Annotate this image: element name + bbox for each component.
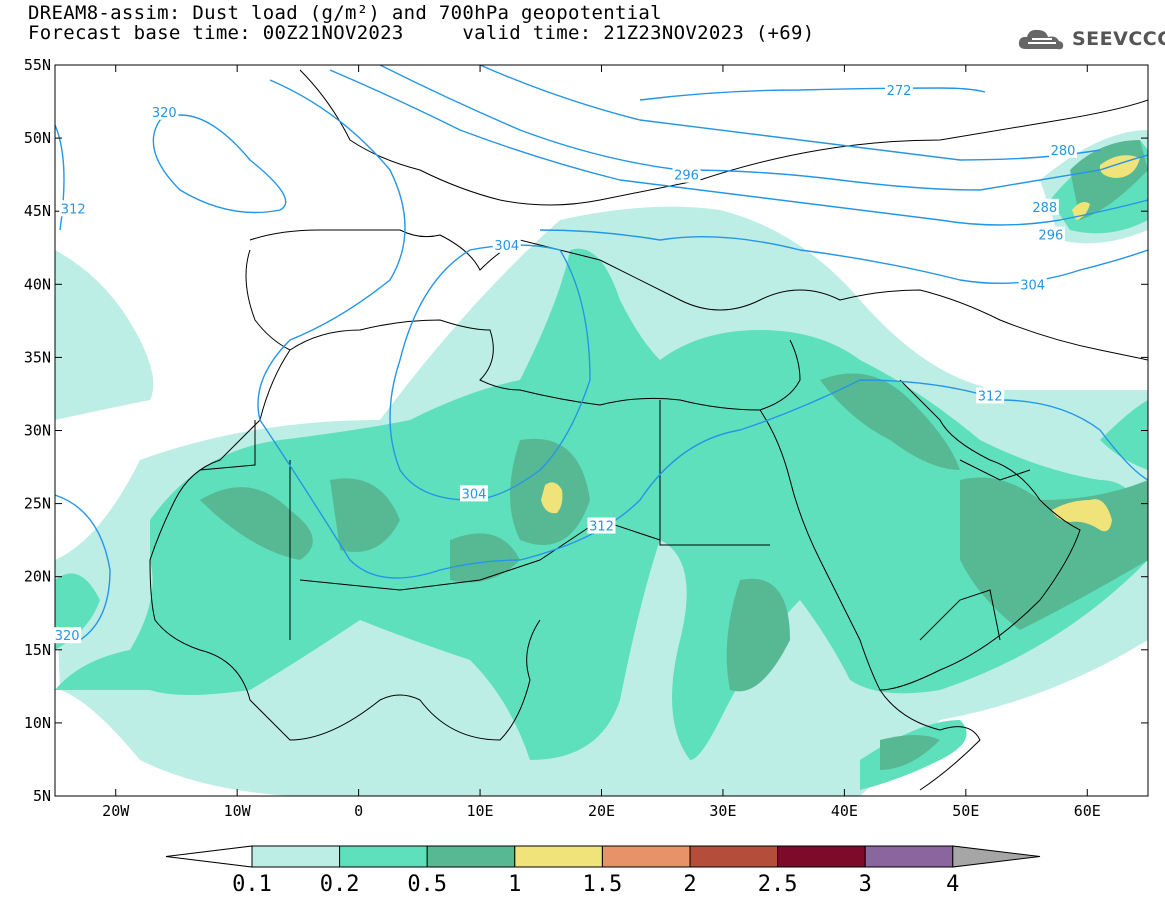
seevccc-logo: SEEVCCC bbox=[1016, 26, 1165, 52]
colorbar-label: 2 bbox=[683, 872, 696, 897]
lat-tick-label: 10N bbox=[24, 714, 51, 732]
lat-tick-label: 20N bbox=[24, 568, 51, 586]
contour-label-background bbox=[672, 166, 701, 183]
colorbar-under-arrow bbox=[165, 845, 253, 868]
colorbar-label: 4 bbox=[946, 872, 959, 897]
lat-tick-label: 25N bbox=[24, 495, 51, 513]
lat-tick-label: 55N bbox=[24, 56, 51, 74]
colorbar-swatch bbox=[689, 845, 779, 868]
colorbar: 0.1 0.2 0.5 1 1.5 2 2.5 3 4 bbox=[165, 845, 1041, 897]
colorbar-swatch bbox=[339, 845, 428, 868]
colorbar-swatch bbox=[251, 845, 341, 868]
lon-tick-label: 20W bbox=[102, 802, 130, 820]
lon-tick-label: 10E bbox=[467, 802, 494, 820]
colorbar-label: 0.5 bbox=[407, 872, 447, 897]
lat-tick-label: 50N bbox=[24, 129, 51, 147]
colorbar-swatch bbox=[514, 845, 603, 868]
lon-tick-label: 10W bbox=[224, 802, 252, 820]
title-line-1: DREAM8-assim: Dust load (g/m²) and 700hP… bbox=[28, 2, 662, 24]
axis-ticks: 55N 50N 45N 40N 35N 30N 25N 20N 15N 10N 5N 20W 10W 0 1… bbox=[24, 56, 1148, 820]
contour-label-background bbox=[459, 485, 488, 502]
contour-label-background bbox=[885, 81, 914, 98]
lat-tick-label: 15N bbox=[24, 641, 51, 659]
contour-label-background bbox=[150, 103, 179, 120]
contour-label-background bbox=[587, 517, 616, 534]
lon-tick-label: 0 bbox=[354, 802, 363, 820]
colorbar-swatch bbox=[777, 845, 866, 868]
contour-label: 280 bbox=[1051, 144, 1076, 159]
lat-tick-label: 5N bbox=[33, 787, 51, 805]
colorbar-label: 1 bbox=[508, 872, 521, 897]
coastlines-and-borders bbox=[149, 69, 1148, 791]
contour-label: 320 bbox=[152, 106, 177, 121]
contour-label: 304 bbox=[1020, 278, 1045, 293]
cloud-icon bbox=[1018, 29, 1064, 50]
contour-label: 304 bbox=[494, 239, 519, 254]
contour-label-background bbox=[1030, 198, 1059, 215]
colorbar-swatch bbox=[864, 845, 954, 868]
contour-label: 312 bbox=[61, 202, 86, 217]
contour-label-background bbox=[1018, 276, 1047, 293]
lat-tick-label: 45N bbox=[24, 202, 51, 220]
contour-label: 312 bbox=[589, 520, 614, 535]
contour-label-background bbox=[59, 200, 88, 217]
lat-tick-label: 40N bbox=[24, 275, 51, 293]
lat-tick-label: 35N bbox=[24, 348, 51, 366]
contour-label-background bbox=[1036, 226, 1065, 243]
lon-tick-label: 30E bbox=[709, 802, 736, 820]
colorbar-label: 1.5 bbox=[583, 872, 623, 897]
colorbar-swatch bbox=[426, 845, 516, 868]
contour-label: 320 bbox=[55, 629, 80, 644]
contour-label-background bbox=[53, 627, 82, 644]
geopotential-contours bbox=[55, 65, 1148, 641]
dust-fill-level-0-5 bbox=[200, 140, 1148, 770]
contour-label-background bbox=[492, 236, 521, 253]
lon-tick-label: 20E bbox=[588, 802, 615, 820]
lat-tick-label: 30N bbox=[24, 422, 51, 440]
lon-tick-label: 60E bbox=[1074, 802, 1101, 820]
contour-label-background bbox=[976, 387, 1005, 404]
contour-label: 272 bbox=[887, 84, 912, 99]
title-line-2: Forecast base time: 00Z21NOV2023 valid t… bbox=[28, 22, 815, 44]
contour-label: 288 bbox=[1032, 201, 1057, 216]
colorbar-label: 3 bbox=[859, 872, 872, 897]
colorbar-swatch bbox=[601, 845, 691, 868]
contour-label: 296 bbox=[674, 169, 699, 184]
logo-text: SEEVCCC bbox=[1072, 28, 1165, 50]
contour-label: 312 bbox=[978, 389, 1003, 404]
colorbar-label: 0.2 bbox=[320, 872, 360, 897]
contour-labels: 320 312 304 296 272 280 288 296 304 312 304 312 320 bbox=[53, 81, 1077, 644]
contour-label: 296 bbox=[1038, 229, 1063, 244]
contour-label: 304 bbox=[462, 487, 487, 502]
colorbar-label: 0.1 bbox=[232, 872, 272, 897]
lon-tick-label: 50E bbox=[952, 802, 979, 820]
colorbar-over-arrow bbox=[952, 845, 1041, 868]
lon-tick-label: 40E bbox=[831, 802, 858, 820]
colorbar-label: 2.5 bbox=[758, 872, 798, 897]
contour-label-background bbox=[1048, 141, 1077, 158]
